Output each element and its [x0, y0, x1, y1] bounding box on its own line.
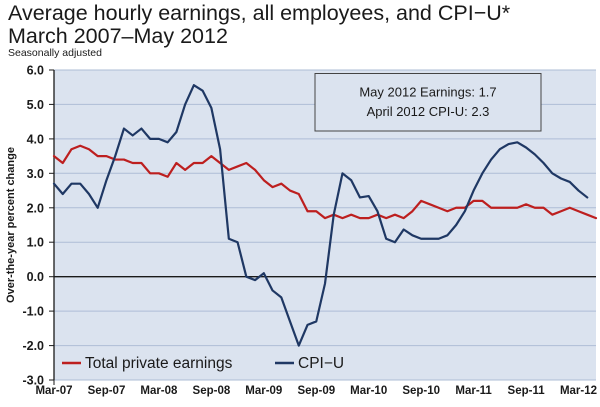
svg-text:Mar-09: Mar-09: [245, 385, 282, 397]
svg-text:Sep-10: Sep-10: [402, 385, 440, 397]
svg-text:Sep-08: Sep-08: [193, 385, 231, 397]
svg-text:Mar-08: Mar-08: [140, 385, 178, 397]
svg-text:Over-the-year percent change: Over-the-year percent change: [5, 147, 17, 303]
svg-text:CPI−U: CPI−U: [298, 355, 344, 372]
svg-text:Mar-10: Mar-10: [350, 385, 387, 397]
svg-text:May 2012 Earnings: 1.7: May 2012 Earnings: 1.7: [359, 85, 496, 100]
svg-text:4.0: 4.0: [27, 132, 44, 146]
svg-text:Mar-12: Mar-12: [560, 385, 597, 397]
svg-text:Sep-09: Sep-09: [297, 385, 335, 397]
svg-text:2.0: 2.0: [27, 201, 44, 215]
svg-text:5.0: 5.0: [27, 98, 44, 112]
svg-text:Mar-07: Mar-07: [35, 385, 72, 397]
svg-text:3.0: 3.0: [27, 167, 44, 181]
svg-text:6.0: 6.0: [27, 64, 44, 78]
svg-text:0.0: 0.0: [27, 270, 44, 284]
svg-text:Sep-11: Sep-11: [508, 385, 546, 397]
svg-text:Sep-07: Sep-07: [88, 385, 126, 397]
svg-text:Mar-11: Mar-11: [455, 385, 492, 397]
svg-text:Total private earnings: Total private earnings: [85, 355, 233, 372]
svg-text:April 2012 CPI-U: 2.3: April 2012 CPI-U: 2.3: [367, 104, 490, 119]
svg-text:1.0: 1.0: [27, 236, 44, 250]
svg-text:-1.0: -1.0: [22, 305, 44, 319]
svg-text:-2.0: -2.0: [22, 339, 44, 353]
